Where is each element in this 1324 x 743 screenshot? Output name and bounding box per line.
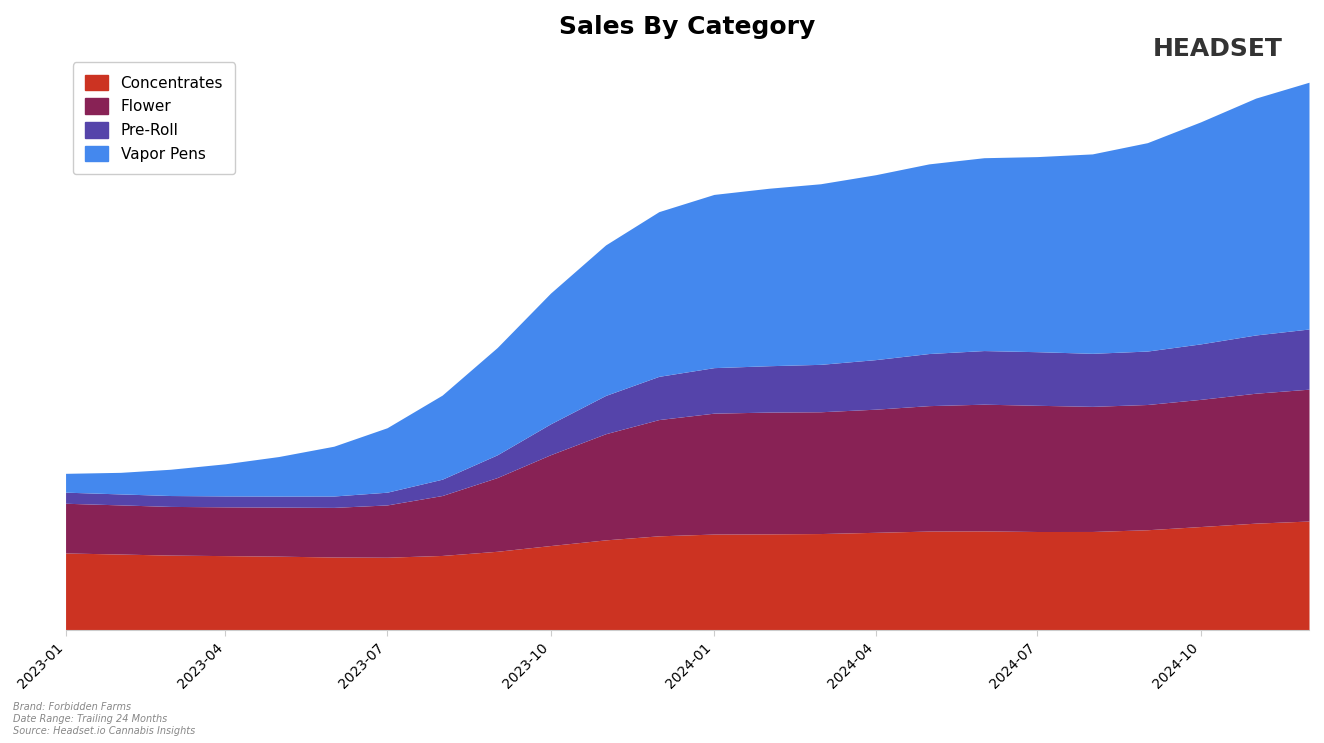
Text: HEADSET: HEADSET bbox=[1153, 37, 1283, 61]
Legend: Concentrates, Flower, Pre-Roll, Vapor Pens: Concentrates, Flower, Pre-Roll, Vapor Pe… bbox=[73, 62, 236, 174]
Text: Brand: Forbidden Farms
Date Range: Trailing 24 Months
Source: Headset.io Cannabi: Brand: Forbidden Farms Date Range: Trail… bbox=[13, 702, 196, 736]
Title: Sales By Category: Sales By Category bbox=[559, 15, 816, 39]
